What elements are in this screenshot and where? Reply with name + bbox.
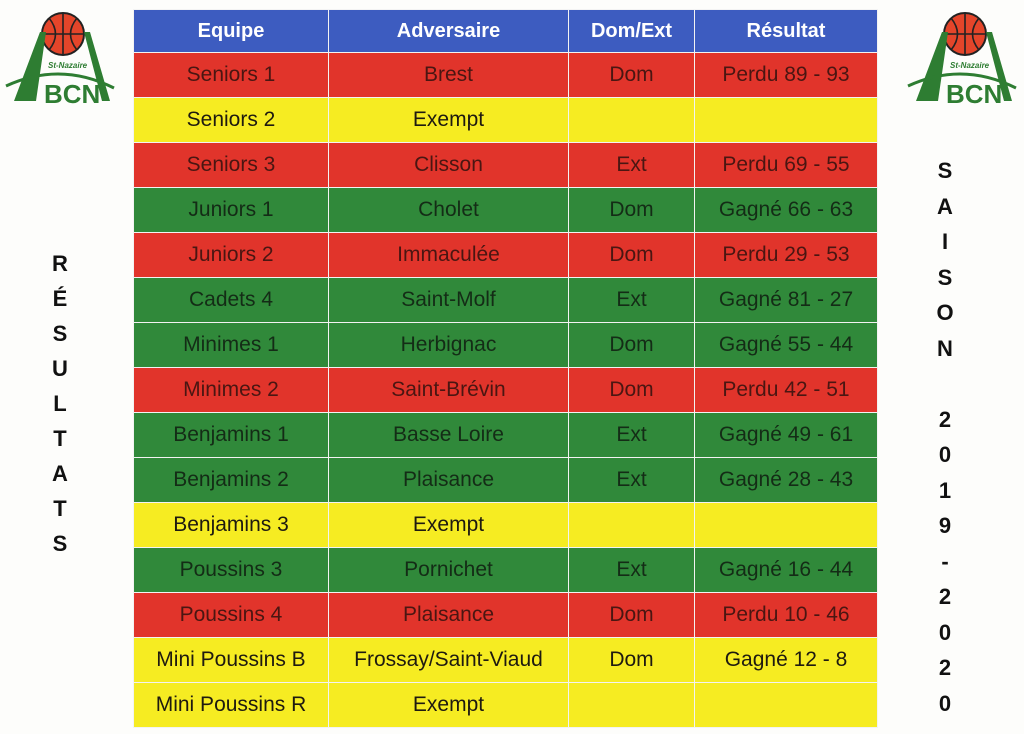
opponent-cell: Exempt	[328, 682, 569, 728]
table-row: Benjamins 3 Exempt	[133, 502, 878, 548]
table-row: Juniors 1 Cholet Dom Gagné 66 - 63	[133, 187, 878, 233]
venue-cell: Ext	[568, 457, 695, 503]
team-cell: Benjamins 1	[133, 412, 329, 458]
team-cell: Seniors 2	[133, 97, 329, 143]
result-cell: Perdu 69 - 55	[694, 142, 878, 188]
table-row: Mini Poussins B Frossay/Saint-Viaud Dom Gag…	[133, 637, 878, 683]
result-cell: Perdu 10 - 46	[694, 592, 878, 638]
header-equipe: Equipe	[133, 9, 329, 53]
header-dom-ext: Dom/Ext	[568, 9, 695, 53]
result-cell	[694, 682, 878, 728]
venue-cell: Dom	[568, 232, 695, 278]
opponent-cell: Frossay/Saint-Viaud	[328, 637, 569, 683]
header-adversaire: Adversaire	[328, 9, 569, 53]
opponent-cell: Plaisance	[328, 457, 569, 503]
table-row: Minimes 2 Saint-Brévin Dom Perdu 42 - 51	[133, 367, 878, 413]
opponent-cell: Basse Loire	[328, 412, 569, 458]
opponent-cell: Saint-Brévin	[328, 367, 569, 413]
svg-text:BCN: BCN	[44, 79, 100, 106]
result-cell: Gagné 81 - 27	[694, 277, 878, 323]
basketball-icon	[943, 12, 987, 56]
result-cell: Gagné 16 - 44	[694, 547, 878, 593]
venue-cell: Ext	[568, 547, 695, 593]
table-row: Mini Poussins R Exempt	[133, 682, 878, 728]
header-resultat: Résultat	[694, 9, 878, 53]
table-row: Poussins 4 Plaisance Dom Perdu 10 - 46	[133, 592, 878, 638]
venue-cell	[568, 502, 695, 548]
venue-cell	[568, 682, 695, 728]
team-cell: Cadets 4	[133, 277, 329, 323]
table-row: Juniors 2 Immaculée Dom Perdu 29 - 53	[133, 232, 878, 278]
table-row: Minimes 1 Herbignac Dom Gagné 55 - 44	[133, 322, 878, 368]
team-cell: Poussins 3	[133, 547, 329, 593]
svg-text:BCN: BCN	[946, 79, 1002, 106]
opponent-cell: Immaculée	[328, 232, 569, 278]
result-cell: Gagné 12 - 8	[694, 637, 878, 683]
venue-cell: Dom	[568, 367, 695, 413]
team-cell: Seniors 3	[133, 142, 329, 188]
result-cell: Gagné 66 - 63	[694, 187, 878, 233]
opponent-cell: Saint-Molf	[328, 277, 569, 323]
venue-cell: Dom	[568, 592, 695, 638]
table-header-row: Equipe Adversaire Dom/Ext Résultat	[133, 9, 878, 53]
venue-cell: Ext	[568, 277, 695, 323]
result-cell: Gagné 28 - 43	[694, 457, 878, 503]
team-cell: Seniors 1	[133, 52, 329, 98]
team-cell: Juniors 1	[133, 187, 329, 233]
venue-cell: Dom	[568, 187, 695, 233]
team-cell: Benjamins 3	[133, 502, 329, 548]
opponent-cell: Plaisance	[328, 592, 569, 638]
venue-cell	[568, 97, 695, 143]
opponent-cell: Herbignac	[328, 322, 569, 368]
team-cell: Juniors 2	[133, 232, 329, 278]
table-row: Seniors 1 Brest Dom Perdu 89 - 93	[133, 52, 878, 98]
table-row: Poussins 3 Pornichet Ext Gagné 16 - 44	[133, 547, 878, 593]
table-row: Seniors 2 Exempt	[133, 97, 878, 143]
venue-cell: Dom	[568, 322, 695, 368]
abcn-logo-left: St-Nazaire BCN	[5, 12, 115, 106]
result-cell: Perdu 29 - 53	[694, 232, 878, 278]
team-cell: Benjamins 2	[133, 457, 329, 503]
venue-cell: Dom	[568, 637, 695, 683]
team-cell: Mini Poussins B	[133, 637, 329, 683]
opponent-cell: Exempt	[328, 502, 569, 548]
team-cell: Mini Poussins R	[133, 682, 329, 728]
venue-cell: Ext	[568, 412, 695, 458]
table-row: Cadets 4 Saint-Molf Ext Gagné 81 - 27	[133, 277, 878, 323]
table-row: Benjamins 1 Basse Loire Ext Gagné 49 - 61	[133, 412, 878, 458]
svg-text:St-Nazaire: St-Nazaire	[48, 61, 88, 70]
opponent-cell: Clisson	[328, 142, 569, 188]
result-cell	[694, 502, 878, 548]
opponent-cell: Brest	[328, 52, 569, 98]
abcn-logo-right: St-Nazaire BCN	[907, 12, 1017, 106]
svg-text:St-Nazaire: St-Nazaire	[950, 61, 990, 70]
result-cell: Perdu 89 - 93	[694, 52, 878, 98]
venue-cell: Ext	[568, 142, 695, 188]
results-table: Equipe Adversaire Dom/Ext Résultat Senio…	[133, 9, 878, 728]
table-row: Seniors 3 Clisson Ext Perdu 69 - 55	[133, 142, 878, 188]
table-row: Benjamins 2 Plaisance Ext Gagné 28 - 43	[133, 457, 878, 503]
result-cell: Gagné 49 - 61	[694, 412, 878, 458]
basketball-icon	[41, 12, 85, 56]
result-cell	[694, 97, 878, 143]
team-cell: Poussins 4	[133, 592, 329, 638]
opponent-cell: Pornichet	[328, 547, 569, 593]
team-cell: Minimes 2	[133, 367, 329, 413]
opponent-cell: Cholet	[328, 187, 569, 233]
result-cell: Gagné 55 - 44	[694, 322, 878, 368]
venue-cell: Dom	[568, 52, 695, 98]
result-cell: Perdu 42 - 51	[694, 367, 878, 413]
opponent-cell: Exempt	[328, 97, 569, 143]
team-cell: Minimes 1	[133, 322, 329, 368]
